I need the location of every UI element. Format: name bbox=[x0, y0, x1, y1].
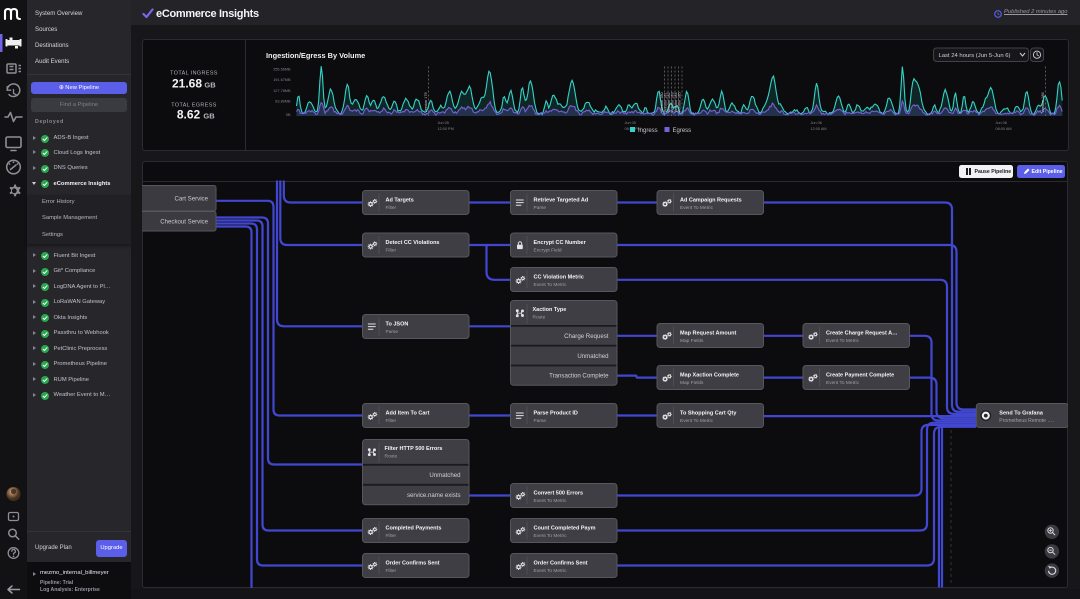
svg-text:CC Violation Metric: CC Violation Metric bbox=[533, 274, 583, 280]
svg-text:Filter: Filter bbox=[385, 533, 396, 539]
svg-text:Ingress: Ingress bbox=[638, 128, 658, 134]
svg-text:Map Fields: Map Fields bbox=[680, 338, 704, 344]
svg-text:Event To Metric: Event To Metric bbox=[533, 498, 567, 504]
svg-text:Version 180: Version 180 bbox=[660, 92, 664, 112]
svg-text:Version 181: Version 181 bbox=[663, 92, 667, 112]
svg-text:Parse: Parse bbox=[385, 329, 398, 335]
svg-text:Convert 500 Errors: Convert 500 Errors bbox=[533, 490, 583, 496]
svg-text:Version 185: Version 185 bbox=[677, 92, 681, 112]
svg-text:To JSON: To JSON bbox=[385, 321, 408, 327]
svg-text:Jun 05: Jun 05 bbox=[624, 120, 635, 124]
svg-text:service.name exists: service.name exists bbox=[406, 492, 460, 499]
svg-text:Charge Request: Charge Request bbox=[564, 333, 609, 340]
svg-text:Ad Campaign Requests: Ad Campaign Requests bbox=[680, 197, 742, 203]
svg-text:Ingestion/Egress By Volume: Ingestion/Egress By Volume bbox=[266, 51, 365, 60]
svg-text:Filter: Filter bbox=[385, 247, 396, 253]
svg-text:TOTAL EGRESS: TOTAL EGRESS bbox=[171, 102, 216, 108]
svg-text:Transaction Complete: Transaction Complete bbox=[549, 373, 609, 380]
svg-text:Ad Targets: Ad Targets bbox=[385, 197, 413, 203]
svg-text:Send To Grafana: Send To Grafana bbox=[999, 410, 1044, 416]
svg-text:Encrypt CC Number: Encrypt CC Number bbox=[533, 240, 586, 246]
svg-text:12:00 AM: 12:00 AM bbox=[810, 126, 826, 130]
svg-text:Unmatched: Unmatched bbox=[429, 472, 460, 479]
svg-text:Version 182: Version 182 bbox=[667, 92, 671, 112]
svg-text:Order Confirms Sent: Order Confirms Sent bbox=[385, 560, 439, 566]
svg-text:Event To Metric: Event To Metric bbox=[826, 380, 860, 386]
svg-text:12:00 PM: 12:00 PM bbox=[437, 126, 453, 130]
svg-text:0B: 0B bbox=[285, 113, 290, 117]
svg-text:191.67MB: 191.67MB bbox=[273, 78, 291, 82]
svg-text:GB: GB bbox=[204, 80, 216, 89]
svg-text:Map Fields: Map Fields bbox=[680, 380, 704, 386]
svg-text:Route: Route bbox=[384, 453, 397, 459]
svg-text:Create Charge Request A…: Create Charge Request A… bbox=[826, 330, 898, 336]
svg-text:Filter: Filter bbox=[385, 205, 396, 211]
svg-text:Event To Metric: Event To Metric bbox=[826, 338, 860, 344]
svg-text:Completed Payments: Completed Payments bbox=[385, 525, 441, 531]
svg-text:Detect CC Violations: Detect CC Violations bbox=[385, 240, 439, 246]
svg-text:Event To Metric: Event To Metric bbox=[680, 205, 714, 211]
svg-text:Order Confirms Sent: Order Confirms Sent bbox=[533, 560, 587, 566]
svg-text:Map Request Amount: Map Request Amount bbox=[680, 330, 736, 336]
svg-text:GB: GB bbox=[203, 111, 215, 120]
svg-text:8.62: 8.62 bbox=[176, 107, 200, 121]
svg-text:Unmatched: Unmatched bbox=[577, 353, 608, 360]
svg-text:Version 183: Version 183 bbox=[670, 92, 674, 112]
svg-text:Parse: Parse bbox=[533, 205, 546, 211]
svg-text:Version 179: Version 179 bbox=[424, 92, 428, 112]
svg-text:Filter: Filter bbox=[385, 568, 396, 574]
svg-text:21.68: 21.68 bbox=[171, 76, 201, 90]
svg-text:Event To Metric: Event To Metric bbox=[533, 568, 567, 574]
svg-text:Jun 06: Jun 06 bbox=[995, 120, 1006, 124]
svg-text:Event To Metric: Event To Metric bbox=[533, 282, 567, 288]
svg-text:Event To Metric: Event To Metric bbox=[680, 418, 714, 424]
svg-text:Route: Route bbox=[532, 314, 545, 320]
svg-text:Add Item To Cart: Add Item To Cart bbox=[385, 410, 429, 416]
svg-text:Event To Metric: Event To Metric bbox=[533, 533, 567, 539]
svg-text:Prometheus Remote ….: Prometheus Remote …. bbox=[999, 418, 1054, 424]
svg-text:08:00 AM: 08:00 AM bbox=[995, 126, 1011, 130]
svg-text:To Shopping Cart Qty: To Shopping Cart Qty bbox=[680, 410, 737, 416]
svg-text:127.78MB: 127.78MB bbox=[273, 89, 291, 93]
svg-text:Xaction Type: Xaction Type bbox=[532, 307, 566, 313]
svg-text:Filter: Filter bbox=[385, 418, 396, 424]
svg-text:Map Xaction Complete: Map Xaction Complete bbox=[680, 372, 739, 378]
svg-text:Jun 06: Jun 06 bbox=[810, 120, 821, 124]
svg-text:Create Payment Complete: Create Payment Complete bbox=[826, 372, 894, 378]
svg-text:Version 186: Version 186 bbox=[1041, 92, 1045, 112]
svg-text:Filter HTTP 500 Errors: Filter HTTP 500 Errors bbox=[384, 446, 442, 452]
svg-text:Retrieve Targeted Ad: Retrieve Targeted Ad bbox=[533, 197, 588, 203]
svg-text:Egress: Egress bbox=[672, 128, 691, 134]
svg-text:Parse Product ID: Parse Product ID bbox=[533, 410, 577, 416]
svg-text:Checkout Service: Checkout Service bbox=[160, 218, 208, 225]
svg-text:Count Completed Paym: Count Completed Paym bbox=[533, 525, 595, 531]
svg-text:255.56MB: 255.56MB bbox=[273, 67, 291, 71]
svg-text:Cart Service: Cart Service bbox=[174, 195, 208, 202]
svg-text:63.89MB: 63.89MB bbox=[275, 99, 291, 103]
svg-text:TOTAL INGRESS: TOTAL INGRESS bbox=[170, 70, 218, 76]
svg-text:Version 184: Version 184 bbox=[674, 92, 678, 112]
svg-text:Encrypt Field: Encrypt Field bbox=[533, 247, 561, 253]
svg-text:Last 24 hours (Jun 5-Jun 6): Last 24 hours (Jun 5-Jun 6) bbox=[938, 53, 1010, 59]
svg-text:Parse: Parse bbox=[533, 418, 546, 424]
svg-text:Jun 05: Jun 05 bbox=[437, 120, 448, 124]
